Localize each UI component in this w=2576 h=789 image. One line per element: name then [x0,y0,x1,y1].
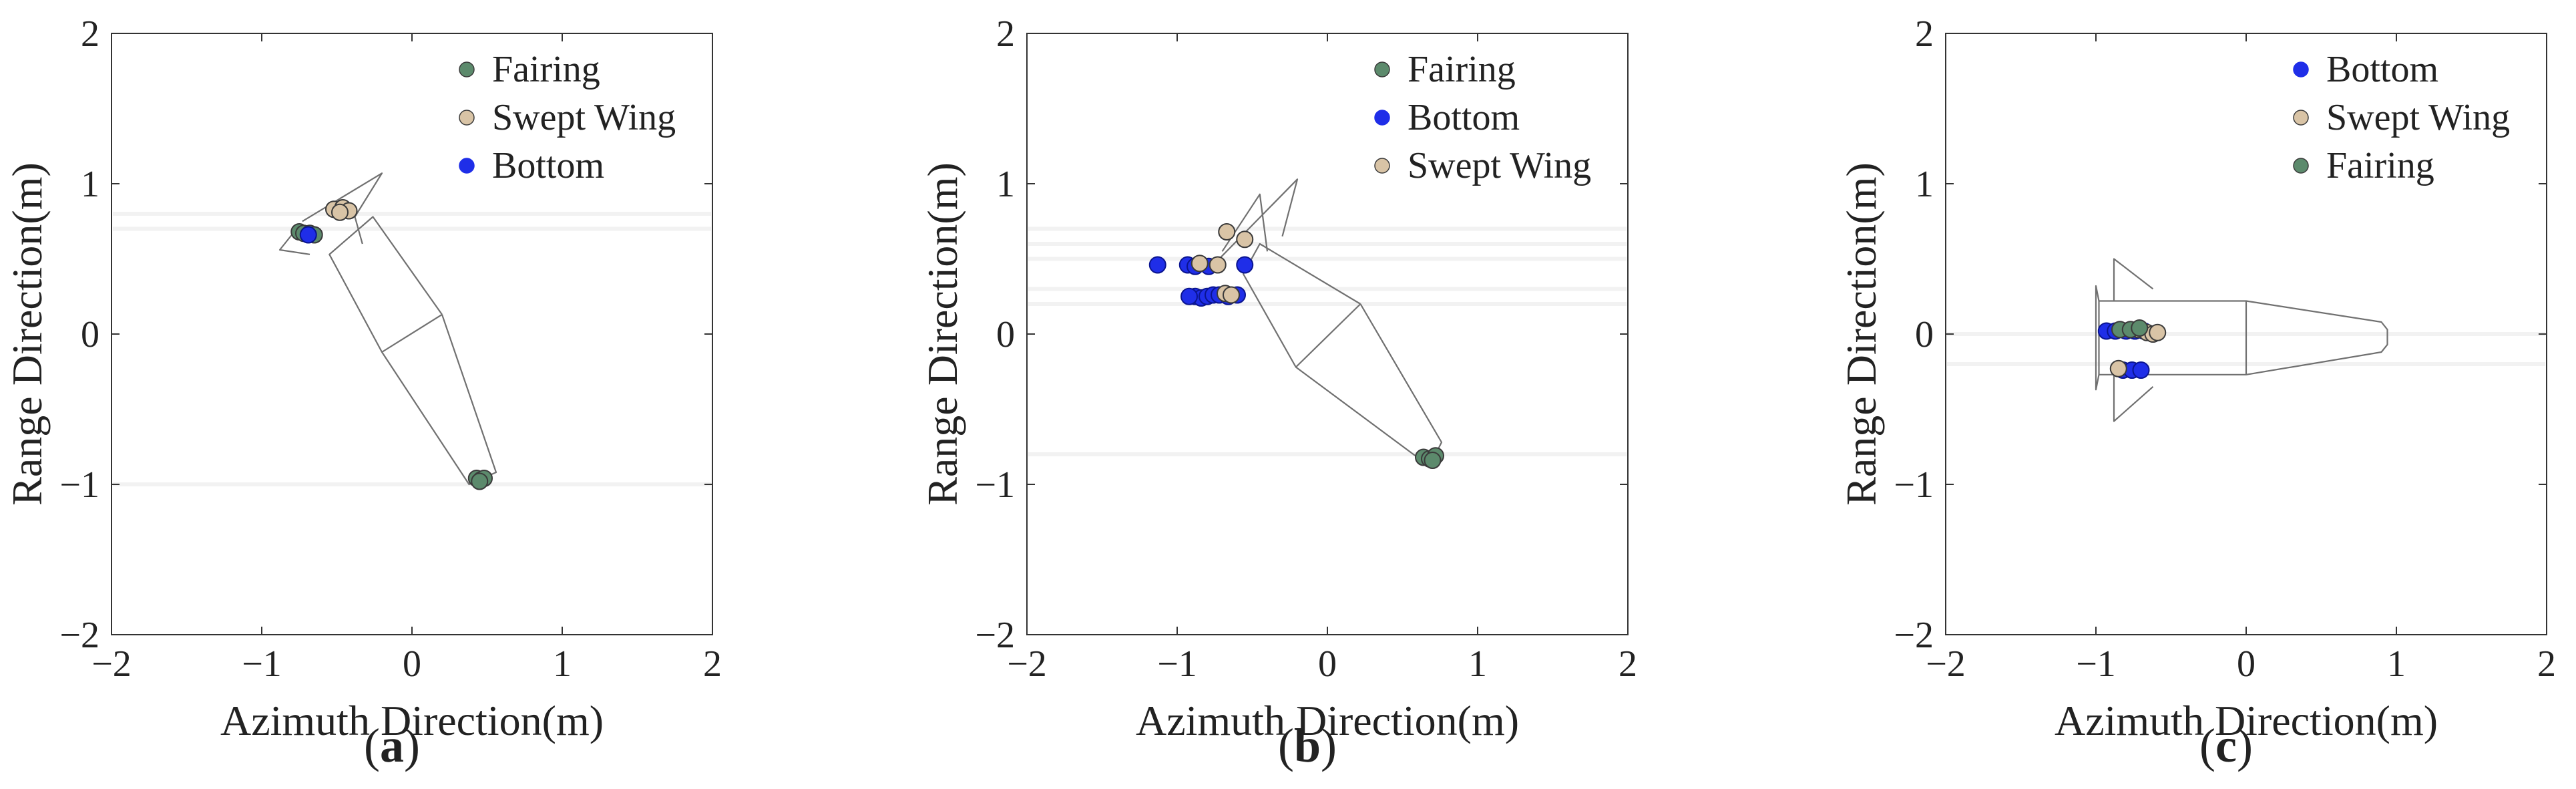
subplot-label: (b) [1278,719,1337,772]
chart-1-legend-label-bottom: Bottom [1408,97,1520,138]
chart-1-legend-label-fairing: Fairing [1408,49,1516,90]
chart-1-x-tick-label: −1 [1157,643,1197,685]
chart-0-outline-mid-section [381,313,443,353]
chart-2-y-tick-label: −1 [1894,464,1934,506]
chart-1-point-swept-wing [1223,286,1240,304]
chart-2-outline-tail-left [2095,285,2100,391]
chart-1-legend-label-swept-wing: Swept Wing [1408,145,1591,186]
chart-1-point-swept-wing [1236,230,1254,249]
chart-2-x-axis-label: Azimuth Direction(m) [2055,697,2438,744]
chart-0-outline-fin-lower [278,234,310,255]
chart-1-legend-marker-bottom [1374,110,1390,126]
chart-1-point-swept-wing [1209,256,1227,274]
chart-2-point-bottom [2132,361,2150,379]
chart-2-y-tick-label: 2 [1915,13,1934,55]
chart-1-point-bottom [1236,256,1254,274]
chart-1-plot-area [1026,33,1629,635]
chart-0-point-bottom [299,226,317,244]
chart-0-y-tick-label: 0 [81,314,99,355]
chart-1-y-tick-label: −2 [975,615,1015,656]
chart-1-outline-mid-section [1295,303,1361,368]
chart-2-x-tick-label: −1 [2076,643,2116,685]
subplot-label: (c) [2199,719,2253,772]
chart-2-x-tick-label: −2 [1926,643,1966,685]
chart-0-point-fairing [471,472,489,490]
chart-2-legend-label-swept-wing: Swept Wing [2326,97,2510,138]
chart-2-legend-marker-swept-wing [2293,110,2309,126]
subplot-label: (a) [364,719,420,772]
chart-2-point-swept-wing [2149,323,2167,341]
chart-2-y-axis-label: Range Direction(m) [1838,162,1885,506]
chart-0-x-axis-label: Azimuth Direction(m) [220,697,604,744]
chart-1-point-bottom [1148,256,1166,274]
chart-1-legend-marker-swept-wing [1374,158,1390,174]
chart-0-x-tick-label: 2 [703,643,722,685]
chart-0-y-axis-label: Range Direction(m) [3,162,51,506]
chart-0-outline-fin-upper [302,172,383,245]
chart-2-legend-label-bottom: Bottom [2326,49,2438,90]
chart-0-legend-label-swept-wing: Swept Wing [492,97,676,138]
chart-2-y-tick-label: 0 [1915,314,1934,355]
chart-0-x-tick-label: −2 [91,643,132,685]
chart-1-point-swept-wing [1191,255,1209,273]
chart-1-x-tick-label: 2 [1619,643,1637,685]
chart-1-point-fairing [1424,452,1442,469]
chart-0-y-tick-label: −1 [59,464,99,506]
chart-2-legend-marker-bottom [2293,61,2309,77]
chart-2-x-tick-label: 1 [2387,643,2406,685]
chart-0-legend-label-fairing: Fairing [492,49,600,90]
subplot-a: −2 −1 0 1 2 −2 −1 0 1 2 Azimuth Direction(m) Range … [3,13,722,772]
chart-2-x-tick-label: 0 [2237,643,2256,685]
chart-2-point-swept-wing [2109,359,2127,377]
chart-2-legend-label-fairing: Fairing [2326,145,2434,186]
chart-0-legend-marker-swept-wing [459,110,475,126]
chart-1-y-tick-label: 2 [996,13,1015,55]
chart-2-point-fairing [2131,319,2149,337]
chart-1-x-tick-label: 0 [1318,643,1337,685]
chart-2-outline-fin-upper [2113,258,2154,301]
chart-1-point-bottom [1180,287,1198,305]
chart-1-point-swept-wing [1218,223,1236,241]
subplot-b: −2 −1 0 1 2 −2 −1 0 1 2 Azimuth Direction(m) Range … [919,13,1637,772]
chart-1-x-tick-label: −2 [1007,643,1047,685]
chart-0-point-swept-wing [331,203,349,221]
chart-1-x-axis-label: Azimuth Direction(m) [1136,697,1519,744]
chart-0-y-tick-label: 2 [81,13,99,55]
chart-1-x-tick-label: 1 [1468,643,1487,685]
chart-0-legend-marker-fairing [459,61,475,77]
chart-1-y-tick-label: 1 [996,164,1015,205]
chart-2-outline-fin-lower [2113,374,2154,422]
chart-1-y-tick-label: −1 [975,464,1015,506]
chart-0-x-tick-label: −1 [242,643,282,685]
subplot-c: −2 −1 0 1 2 −2 −1 0 1 2 Azimuth Direction(m) Range … [1838,13,2556,772]
chart-2-y-tick-label: −2 [1894,615,1934,656]
chart-2-y-tick-label: 1 [1915,164,1934,205]
chart-1-y-tick-label: 0 [996,314,1015,355]
chart-0-legend-marker-bottom [459,158,475,174]
chart-0-y-tick-label: −2 [59,615,99,656]
chart-0-x-tick-label: 0 [403,643,421,685]
chart-1-y-axis-label: Range Direction(m) [919,162,966,506]
chart-0-y-tick-label: 1 [81,164,99,205]
chart-0-x-tick-label: 1 [553,643,572,685]
chart-1-legend-marker-fairing [1374,61,1390,77]
chart-2-x-tick-label: 2 [2537,643,2556,685]
chart-0-legend-label-bottom: Bottom [492,145,604,186]
chart-2-legend-marker-fairing [2293,158,2309,174]
